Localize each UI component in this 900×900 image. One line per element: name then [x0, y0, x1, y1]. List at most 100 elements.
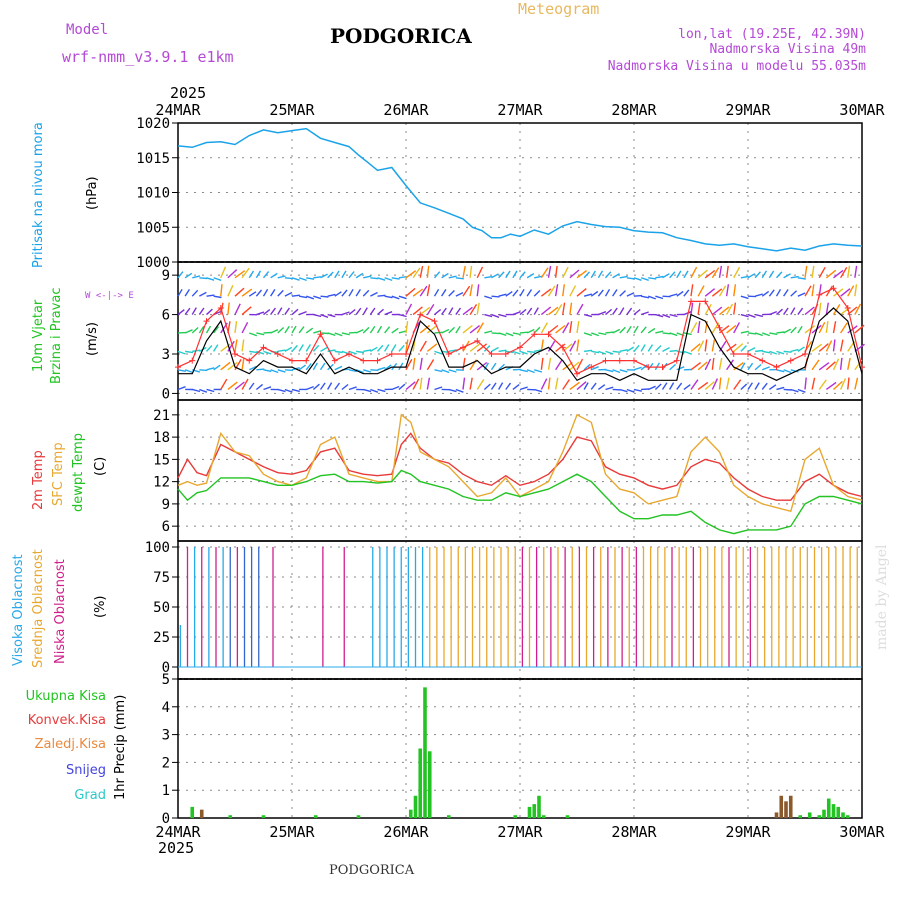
wind-arrow — [263, 350, 272, 355]
gust-marker — [246, 357, 253, 364]
gust-marker — [574, 370, 580, 377]
cloud-label-3: Niska Oblacnost — [53, 559, 68, 664]
wind-arrow — [291, 325, 297, 334]
wind-arrow — [576, 288, 587, 297]
wind-unit: (m/s) — [85, 322, 100, 356]
wind-arrow — [455, 388, 464, 393]
wind-arrow — [291, 344, 298, 352]
wind-arrow — [455, 291, 464, 297]
precip-bar — [541, 815, 546, 818]
wind-arrow — [576, 358, 584, 371]
wind-arrow — [619, 369, 628, 373]
wind-arrow — [469, 265, 473, 278]
wind-arrow — [534, 275, 543, 279]
temp-ytick-label: 6 — [162, 519, 170, 535]
gust-marker — [260, 344, 267, 351]
wind-arrow — [726, 324, 737, 334]
wind-arrow — [562, 379, 570, 390]
wind-arrow — [818, 343, 829, 352]
wind-arrow — [676, 290, 684, 297]
wind-arrow — [847, 265, 851, 278]
wind-arrow — [284, 325, 290, 334]
temp-grid — [178, 400, 862, 541]
wind-arrow — [733, 302, 737, 315]
wind-arrow — [256, 311, 265, 316]
wind-arrow — [811, 265, 815, 278]
gust-marker — [517, 344, 523, 351]
wind-arrow — [313, 276, 322, 279]
wind-arrow — [783, 328, 792, 334]
wind-arrow — [469, 343, 481, 352]
gust-marker — [716, 324, 723, 331]
wind-arrow — [199, 369, 208, 372]
wind-arrow — [790, 369, 799, 373]
wind-arrow — [740, 330, 749, 334]
wind-arrow — [783, 388, 792, 391]
wind-arrow — [512, 350, 521, 355]
model-name: wrf-nmm_v3.9.1 e1km — [62, 48, 234, 66]
wind-arrow — [704, 269, 716, 279]
temp-line-2 — [177, 469, 863, 535]
wind-arrow — [555, 303, 563, 315]
wind-arrow — [569, 302, 573, 315]
wind-arrow — [441, 307, 447, 315]
wind-arrow — [626, 388, 635, 393]
wind-arrow — [605, 308, 613, 316]
wind-arrow — [498, 313, 507, 318]
wind-arrow — [291, 308, 299, 316]
wind-arrow — [448, 290, 455, 297]
model-label: Model — [66, 22, 108, 38]
wind-arrow — [554, 377, 559, 390]
gust-marker — [816, 291, 823, 298]
gust-marker — [488, 351, 495, 357]
precip-bar — [788, 795, 793, 818]
wind-arrow — [540, 322, 549, 334]
gust-marker — [631, 357, 637, 364]
wind-arrow — [534, 388, 543, 393]
gust-marker — [830, 285, 837, 292]
wind-arrow — [590, 382, 597, 390]
wind-arrow — [241, 321, 249, 334]
wind-arrow — [769, 332, 778, 336]
precip-legend-4: Snijeg — [66, 763, 106, 778]
wind-arrow — [790, 307, 796, 315]
wind-arrow — [854, 284, 858, 297]
wind-arrow — [648, 295, 657, 300]
precip-bar — [261, 815, 266, 818]
wind-arrow — [234, 270, 246, 279]
gust-marker — [331, 357, 338, 364]
wind-arrow — [832, 304, 841, 315]
wind-arrow — [854, 343, 865, 352]
wind-arrow — [370, 277, 379, 280]
wind-arrow — [348, 386, 357, 391]
wind-arrow — [605, 386, 614, 391]
cloud-unit: (%) — [93, 596, 108, 619]
wind-arrow — [426, 377, 431, 390]
wind-arrow — [434, 386, 443, 391]
wind-arrow — [184, 307, 191, 315]
wind-arrow — [690, 362, 702, 371]
wind-arrow — [733, 343, 744, 352]
wind-arrow — [825, 302, 829, 315]
wind-arrow — [227, 340, 235, 352]
precip-ytick-label: 3 — [162, 728, 170, 744]
wind-arrow — [370, 369, 379, 371]
wind-arrow — [277, 289, 284, 297]
cloud-ytick-label: 50 — [153, 600, 170, 616]
wind-arrow — [669, 382, 675, 390]
wind-arrow — [284, 369, 293, 372]
wind-arrow — [533, 307, 539, 315]
day-label-top: 25MAR — [269, 101, 315, 119]
wind-arrow — [811, 359, 820, 371]
wind-arrow — [833, 288, 844, 297]
wind-arrow — [569, 340, 577, 352]
wind-arrow — [576, 303, 584, 315]
wind-arrow — [540, 306, 552, 316]
wind-arrow — [462, 265, 466, 278]
wind-arrow — [398, 344, 405, 352]
wind-arrow — [483, 362, 490, 371]
wind-arrow — [270, 272, 278, 279]
precip-bar — [822, 809, 826, 818]
wind-arrow — [277, 349, 286, 353]
